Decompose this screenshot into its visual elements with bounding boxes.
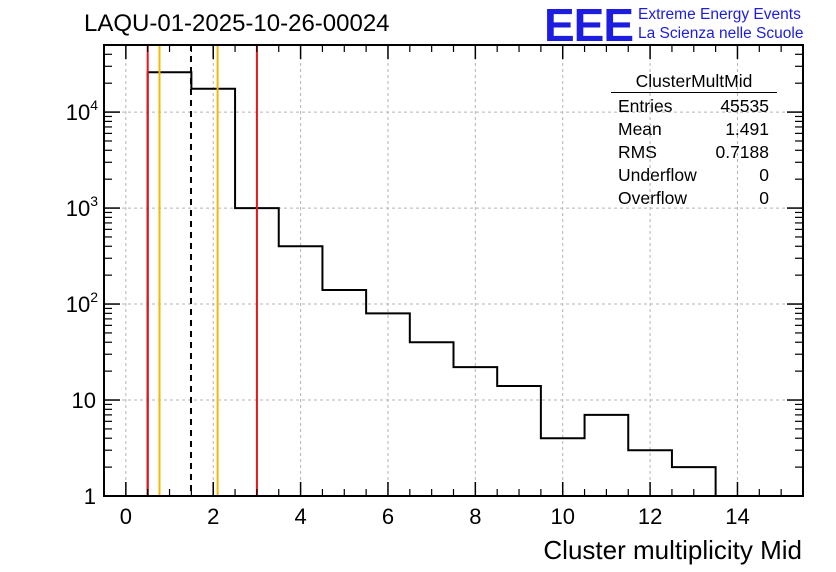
x-tick-label: 12: [638, 504, 662, 529]
stats-label: Entries: [618, 96, 673, 116]
stats-row-underflow: Underflow 0: [611, 164, 777, 187]
stats-value: 1.491: [725, 119, 769, 139]
x-tick-label: 14: [725, 504, 749, 529]
y-tick-label: 10: [72, 388, 96, 413]
x-tick-label: 6: [382, 504, 394, 529]
stats-row-mean: Mean 1.491: [611, 118, 777, 141]
stats-row-rms: RMS 0.7188: [611, 141, 777, 164]
stats-row-entries: Entries 45535: [611, 95, 777, 118]
eee-logo: EEE Extreme Energy Events La Scienza nel…: [544, 0, 836, 51]
histogram-bin: [148, 72, 192, 496]
y-tick-label: 102: [66, 289, 98, 317]
x-tick-label: 0: [120, 504, 132, 529]
stats-box: ClusterMultMid Entries 45535 Mean 1.491 …: [611, 70, 777, 210]
stats-value: 0: [759, 188, 769, 208]
x-axis-label: Cluster multiplicity Mid: [543, 535, 802, 565]
y-tick-label: 1: [84, 484, 96, 509]
stats-value: 0.7188: [715, 142, 769, 162]
x-tick-label: 2: [207, 504, 219, 529]
logo-line-2: La Scienza nelle Scuole: [638, 25, 804, 42]
stats-label: Mean: [618, 119, 662, 139]
stats-value: 45535: [720, 96, 769, 116]
stats-value: 0: [759, 165, 769, 185]
tick-labels: 0 2 4 6 8 10 12 14 1 10 102 103 104: [66, 97, 750, 529]
histogram-bin: [497, 386, 541, 496]
grid-lines: [104, 45, 803, 496]
logo-line-1: Extreme Energy Events: [638, 6, 801, 23]
axis-ticks: [103, 44, 804, 497]
chart-title: LAQU-01-2025-10-26-00024: [84, 10, 390, 37]
histogram-bin: [322, 290, 366, 496]
histogram-series: [146, 71, 717, 496]
stats-label: RMS: [618, 142, 657, 162]
logo-mark: EEE: [544, 0, 634, 51]
histogram-bin: [410, 342, 454, 496]
histogram-bin: [585, 415, 629, 496]
stats-row-overflow: Overflow 0: [611, 187, 777, 210]
stats-title: ClusterMultMid: [611, 70, 777, 93]
stats-label: Overflow: [618, 188, 688, 208]
x-tick-label: 10: [550, 504, 574, 529]
histogram-outline: [146, 71, 717, 496]
y-tick-label: 103: [66, 193, 98, 221]
stats-label: Underflow: [618, 165, 697, 185]
reference-lines: [146, 45, 258, 496]
y-tick-label: 104: [66, 97, 98, 125]
x-tick-label: 8: [469, 504, 481, 529]
x-tick-label: 4: [294, 504, 306, 529]
